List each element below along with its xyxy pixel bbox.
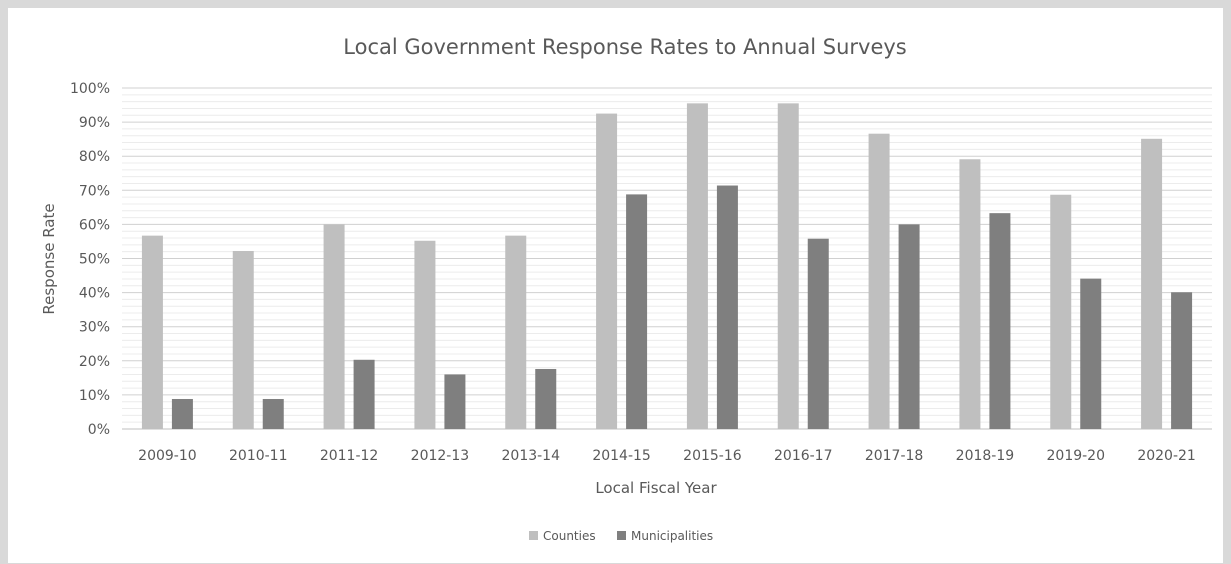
counties-bar	[414, 240, 436, 429]
chart-title: Local Government Response Rates to Annua…	[343, 35, 906, 59]
municipalities-bar	[262, 398, 284, 429]
y-tick-label: 50%	[79, 252, 110, 268]
gridlines	[122, 87, 1212, 430]
x-tick-label: 2018-19	[956, 448, 1015, 464]
municipalities-bar	[807, 238, 829, 429]
municipalities-bar	[1080, 278, 1102, 429]
municipalities-bar	[353, 359, 375, 429]
x-tick-label: 2020-21	[1137, 448, 1196, 464]
y-tick-label: 10%	[79, 388, 110, 404]
y-tick-label: 40%	[79, 286, 110, 302]
y-tick-label: 90%	[79, 115, 110, 131]
y-tick-label: 70%	[79, 183, 110, 199]
x-tick-label: 2013-14	[502, 448, 561, 464]
counties-bar	[1050, 194, 1072, 429]
y-tick-label: 60%	[79, 217, 110, 233]
municipalities-bar	[626, 194, 648, 429]
x-tick-label: 2011-12	[320, 448, 379, 464]
counties-bar	[686, 103, 708, 429]
municipalities-bar	[444, 374, 466, 429]
counties-legend-swatch	[529, 531, 538, 540]
counties-bar	[141, 235, 163, 429]
x-axis-ticks: 2009-10 2010-11 2011-12 2012-13 2013-14 2014-…	[138, 448, 1196, 464]
counties-bar	[868, 133, 890, 429]
x-tick-label: 2019-20	[1047, 448, 1106, 464]
legend-label: Municipalities	[631, 529, 713, 543]
municipalities-legend-swatch	[617, 531, 626, 540]
x-tick-label: 2010-11	[229, 448, 288, 464]
counties-bar	[959, 159, 981, 430]
x-tick-label: 2014-15	[592, 448, 651, 464]
legend-label: Counties	[543, 529, 596, 543]
x-tick-label: 2009-10	[138, 448, 197, 464]
municipalities-bar	[1171, 292, 1193, 429]
counties-bar	[777, 103, 799, 429]
x-tick-label: 2017-18	[865, 448, 924, 464]
counties-bar	[323, 224, 345, 429]
y-tick-label: 0%	[88, 422, 110, 438]
municipalities-bar	[716, 185, 738, 429]
y-axis-title: Response Rate	[40, 203, 58, 314]
counties-bar	[232, 250, 254, 429]
y-tick-label: 20%	[79, 354, 110, 370]
y-axis-ticks: 0% 10% 20% 30% 40% 50% 60% 70% 80% 90% 100%	[70, 81, 110, 438]
x-tick-label: 2015-16	[683, 448, 742, 464]
counties-bar	[1141, 138, 1163, 429]
counties-bar	[596, 113, 618, 429]
y-tick-label: 30%	[79, 320, 110, 336]
x-tick-label: 2012-13	[411, 448, 470, 464]
y-tick-label: 100%	[70, 81, 110, 97]
bars	[141, 103, 1193, 430]
x-tick-label: 2016-17	[774, 448, 833, 464]
municipalities-bar	[898, 224, 920, 429]
x-axis-title: Local Fiscal Year	[595, 479, 717, 497]
legend: Counties Municipalities	[529, 529, 713, 543]
y-tick-label: 80%	[79, 149, 110, 165]
municipalities-bar	[535, 368, 557, 429]
municipalities-bar	[989, 213, 1011, 429]
municipalities-bar	[171, 398, 193, 429]
counties-bar	[505, 235, 527, 429]
